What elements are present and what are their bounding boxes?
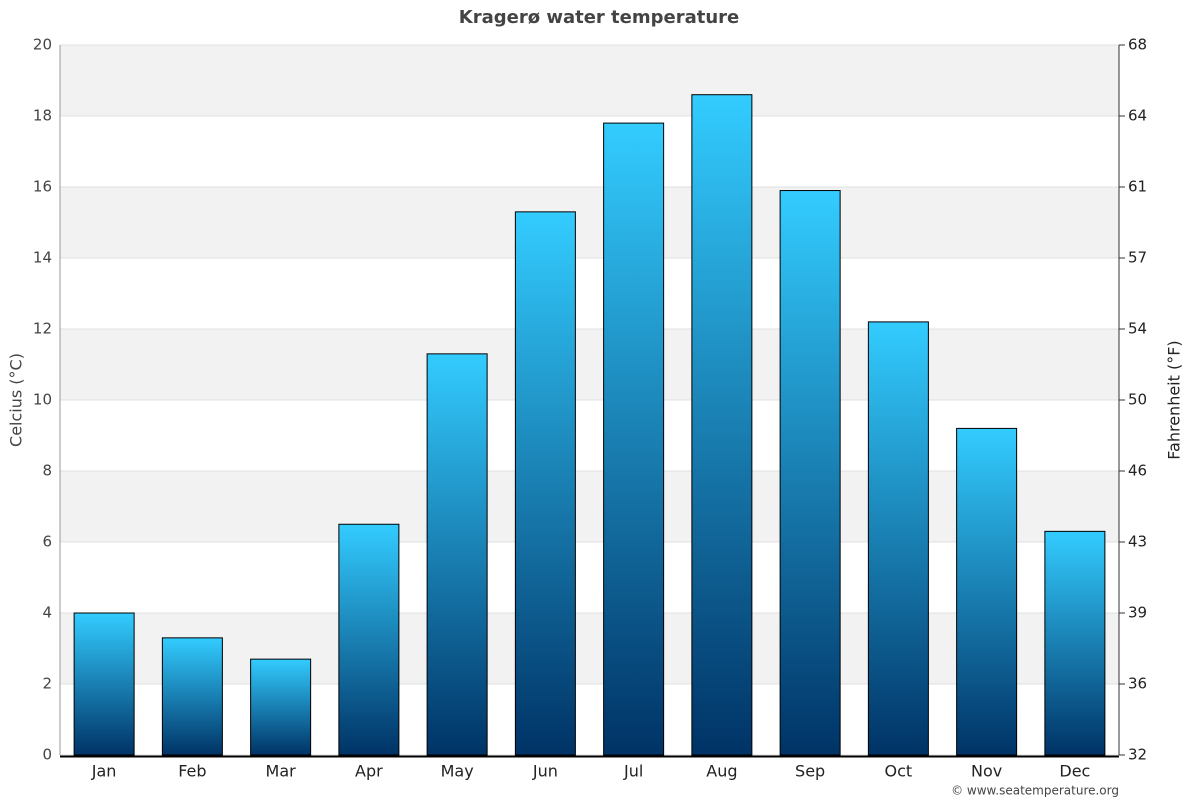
grid-band (60, 471, 1119, 542)
y-tick-label: 2 (42, 675, 52, 693)
x-tick-label: Oct (885, 762, 913, 781)
y-axis-label: Celcius (°C) (7, 353, 26, 447)
bar (691, 94, 753, 756)
y-tick-label: 12 (33, 320, 52, 338)
y2-tick-label: 32 (1128, 746, 1147, 764)
chart-title: Kragerø water temperature (459, 7, 740, 28)
bar (338, 523, 400, 756)
y2-tick-label: 61 (1128, 178, 1147, 196)
x-tick-label: Feb (178, 762, 206, 781)
source: © www.seatemperature.org (951, 784, 1119, 798)
y2-tick-label: 36 (1128, 675, 1147, 693)
bar (1044, 530, 1106, 756)
grid-band (60, 187, 1119, 258)
y-tick-label: 14 (33, 249, 52, 267)
x-tick-label: Aug (706, 762, 737, 781)
y-tick-label: 4 (42, 604, 52, 622)
bar (73, 612, 135, 756)
y2-tick-label: 57 (1128, 249, 1147, 267)
x-tick-label: Nov (971, 762, 1002, 781)
y2-tick-label: 68 (1128, 36, 1147, 54)
bar (161, 637, 223, 756)
bar (779, 190, 841, 756)
bar (956, 427, 1018, 756)
bar (514, 211, 576, 756)
y-tick-label: 10 (33, 391, 52, 409)
x-tick-label: Sep (795, 762, 825, 781)
x-tick-label: Apr (355, 762, 383, 781)
y-tick-label: 0 (42, 746, 52, 764)
x-tick-label: Dec (1059, 762, 1090, 781)
y2-axis-label: Fahrenheit (°F) (1165, 340, 1184, 459)
grid-band (60, 329, 1119, 400)
y-tick-label: 6 (42, 533, 52, 551)
y-tick-label: 16 (33, 178, 52, 196)
bar (603, 122, 665, 756)
y2-tick-label: 43 (1128, 533, 1147, 551)
y-tick-label: 20 (33, 36, 52, 54)
grid-band (60, 45, 1119, 116)
bar (426, 353, 488, 756)
x-tick-label: Mar (266, 762, 297, 781)
y-tick-label: 18 (33, 107, 52, 125)
x-tick-label: Jan (91, 762, 117, 781)
y2-tick-label: 46 (1128, 462, 1147, 480)
bar (867, 321, 929, 756)
x-tick-label: Jul (623, 762, 643, 781)
y-tick-label: 8 (42, 462, 52, 480)
x-tick-label: May (441, 762, 474, 781)
y2-tick-label: 39 (1128, 604, 1147, 622)
y2-tick-label: 64 (1128, 107, 1147, 125)
bar (250, 658, 312, 756)
grid-band (60, 613, 1119, 684)
y2-tick-label: 50 (1128, 391, 1147, 409)
y2-tick-label: 54 (1128, 320, 1147, 338)
x-tick-label: Jun (532, 762, 558, 781)
